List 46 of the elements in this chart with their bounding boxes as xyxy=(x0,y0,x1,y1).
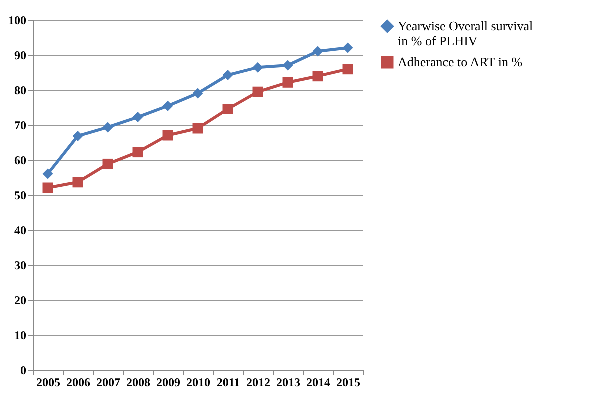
point xyxy=(102,122,114,133)
x-tick-label: 2010 xyxy=(186,376,210,390)
y-tick-label: 10 xyxy=(14,328,26,342)
x-tick-label: 2007 xyxy=(96,376,120,390)
y-tick-label: 40 xyxy=(14,224,26,238)
point xyxy=(252,86,264,98)
point xyxy=(312,71,324,82)
x-tick-label: 2005 xyxy=(36,376,60,390)
point xyxy=(162,100,174,112)
point xyxy=(72,130,84,142)
point xyxy=(42,182,54,194)
point xyxy=(342,64,354,75)
y-tick-label: 80 xyxy=(14,84,26,98)
point xyxy=(342,42,354,54)
point xyxy=(252,62,264,73)
point xyxy=(102,158,114,170)
point xyxy=(222,70,234,81)
point xyxy=(42,168,54,180)
x-tick-label: 2013 xyxy=(276,376,300,390)
y-tick-label: 100 xyxy=(8,14,26,28)
point xyxy=(192,123,204,134)
x-tick-label: 2006 xyxy=(66,376,90,390)
x-tick-label: 2011 xyxy=(216,376,240,390)
y-tick-label: 50 xyxy=(14,188,26,202)
y-tick-label: 30 xyxy=(14,258,26,272)
point xyxy=(312,46,324,57)
y-tick-label: 90 xyxy=(14,48,26,62)
y-tick-label: 0 xyxy=(20,364,26,378)
x-tick-label: 2009 xyxy=(156,376,180,390)
point xyxy=(162,130,174,141)
y-tick-label: 20 xyxy=(14,294,26,308)
y-tick-label: 70 xyxy=(14,118,26,132)
point xyxy=(132,147,144,158)
point xyxy=(282,77,294,88)
x-tick-label: 2014 xyxy=(306,376,330,390)
x-tick-label: 2015 xyxy=(336,376,360,390)
legend-label: Adherance to ART in % xyxy=(398,54,523,70)
point xyxy=(72,177,84,188)
point xyxy=(192,88,204,99)
point xyxy=(282,60,294,71)
x-tick-label: 2012 xyxy=(246,376,270,390)
point xyxy=(132,112,144,123)
x-tick-label: 2008 xyxy=(126,376,150,390)
y-tick-label: 60 xyxy=(14,154,26,168)
legend-label: Yearwise Overall survival in % of PLHIV xyxy=(398,18,534,48)
point xyxy=(222,104,234,114)
